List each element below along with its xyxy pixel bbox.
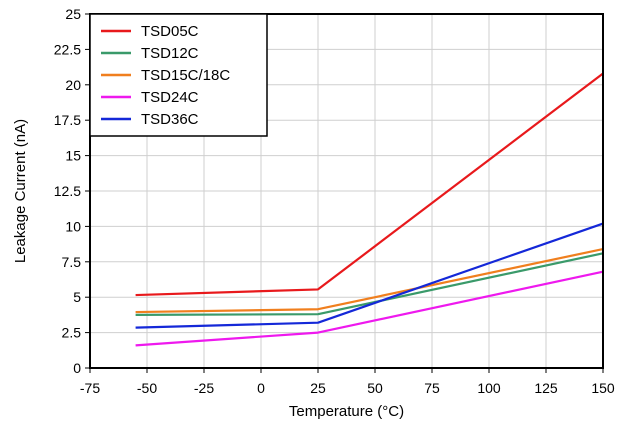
series-line-tsd15c-18c: [135, 247, 604, 314]
x-axis-ticks: -75 -50 -25 0 25 50 75 100 125 150: [80, 368, 615, 396]
x-tick-label: 125: [534, 380, 558, 396]
x-tick-label: -25: [194, 380, 214, 396]
x-tick-label: 100: [477, 380, 501, 396]
series-line-tsd36c: [135, 222, 604, 329]
series-line-tsd12c: [135, 252, 604, 316]
y-tick-label: 7.5: [62, 254, 82, 270]
y-tick-label: 17.5: [54, 112, 81, 128]
legend-label: TSD15C/18C: [141, 67, 230, 84]
series-layer: [135, 72, 604, 347]
y-axis-title: Leakage Current (nA): [12, 119, 29, 263]
legend-label: TSD12C: [141, 45, 199, 62]
legend-label: TSD05C: [141, 23, 199, 40]
y-tick-label: 5: [73, 289, 81, 305]
y-tick-label: 15: [65, 148, 81, 164]
y-tick-label: 20: [65, 77, 81, 93]
series-line-tsd24c: [135, 270, 604, 347]
x-tick-label: 150: [591, 380, 615, 396]
y-tick-label: 12.5: [54, 183, 81, 199]
x-tick-label: 75: [424, 380, 440, 396]
y-tick-label: 2.5: [62, 325, 82, 341]
y-tick-label: 0: [73, 360, 81, 376]
x-tick-label: -50: [137, 380, 157, 396]
y-axis-ticks: 0 2.5 5 7.5 10 12.5 15 17.5 20 22.5 25: [54, 6, 90, 376]
legend-label: TSD36C: [141, 111, 199, 128]
legend: TSD05C TSD12C TSD15C/18C TSD24C TSD36C: [89, 13, 268, 137]
y-tick-label: 22.5: [54, 41, 81, 57]
y-tick-label: 10: [65, 218, 81, 234]
x-tick-label: -75: [80, 380, 100, 396]
x-axis-title: Temperature (°C): [289, 403, 404, 420]
legend-label: TSD24C: [141, 89, 199, 106]
x-tick-label: 50: [367, 380, 383, 396]
x-tick-label: 0: [257, 380, 265, 396]
y-tick-label: 25: [65, 6, 81, 22]
series-line-tsd05c: [135, 72, 604, 297]
x-tick-label: 25: [310, 380, 326, 396]
